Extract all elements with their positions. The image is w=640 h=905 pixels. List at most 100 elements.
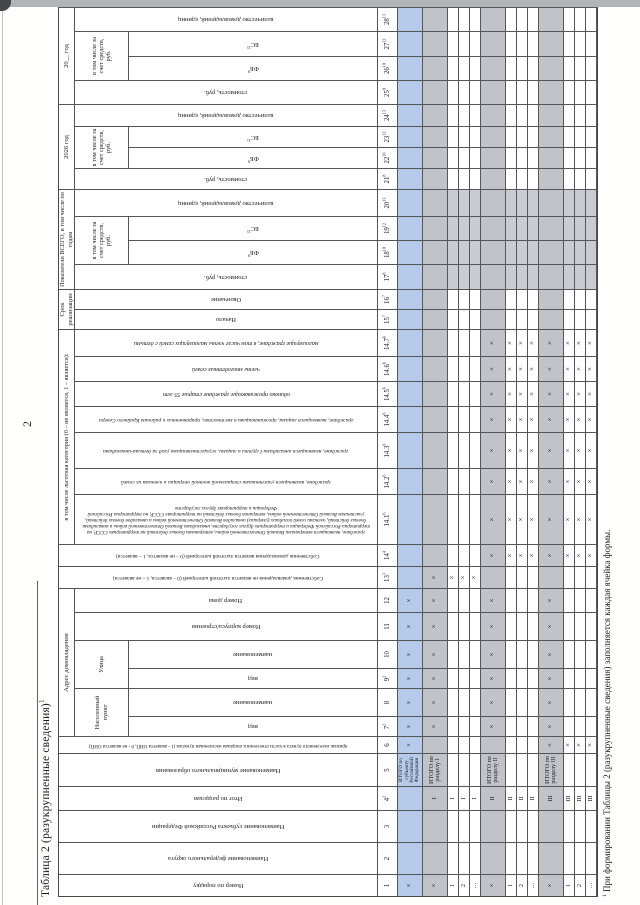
- total-row-cell: ×: [481, 381, 506, 406]
- cell-text: стоимость, руб.: [204, 89, 248, 97]
- table-cell: [528, 168, 539, 189]
- cell-text: ×: [564, 448, 573, 453]
- table-cell: [506, 80, 517, 104]
- table-cell: [528, 147, 539, 168]
- cell-text: ×: [430, 575, 439, 580]
- cell-text: ×: [546, 652, 555, 657]
- total-row-cell: [398, 356, 423, 381]
- footnote-ref: 9: [247, 158, 250, 164]
- cell-text: ×: [405, 624, 414, 629]
- table-cell: [564, 80, 575, 104]
- cell-text: ×: [586, 743, 595, 747]
- cell-text: ×: [506, 367, 515, 371]
- total-row-cell: [539, 264, 564, 289]
- cell-text: ×: [430, 624, 439, 629]
- total-row-cell: [539, 31, 564, 56]
- cell-text: ×: [430, 700, 439, 705]
- total-row-cell: ×: [481, 588, 506, 612]
- table-cell: ×: [506, 468, 517, 494]
- footnote-ref: 11: [247, 137, 251, 143]
- table-cell: [564, 168, 575, 189]
- cell-text: ×: [564, 367, 573, 371]
- total-row-cell: [539, 289, 564, 309]
- table-cell: ×: [528, 356, 539, 381]
- table-cell: ×: [517, 432, 528, 468]
- cell-text: 14.76: [381, 336, 391, 351]
- cell-text: ×: [430, 883, 439, 888]
- column-number-cell: 2: [378, 842, 398, 874]
- table-cell: [528, 104, 539, 126]
- cell-text: ×: [575, 448, 584, 453]
- column-number-cell: 2210: [378, 147, 398, 168]
- header-cell: малоимущие граждане, в том числе члены м…: [75, 329, 378, 356]
- total-row-cell: [539, 80, 564, 104]
- cell-text: ×: [517, 392, 526, 396]
- footnote-ref: 9: [247, 253, 250, 259]
- table-cell: ×: [506, 406, 517, 432]
- table-cell: [506, 147, 517, 168]
- table-cell: [517, 126, 528, 147]
- cell-text: ×: [488, 724, 497, 729]
- table-cell: III: [564, 786, 575, 810]
- cell-text: ×: [528, 553, 537, 558]
- table-cell: [448, 126, 459, 147]
- cell-text: ×: [488, 479, 497, 484]
- total-row-cell: ИТОГО по субъекту Российской Федерации: [398, 753, 423, 786]
- table-cell: [517, 309, 528, 329]
- cell-text: Собственник домовладения является льготн…: [116, 552, 320, 559]
- total-row-cell: ×: [539, 874, 564, 896]
- cell-text: 2813: [381, 14, 391, 25]
- scan-margin-line: [37, 581, 39, 905]
- scan-edge-line: [2, 0, 3, 905]
- table-cell: ×: [506, 356, 517, 381]
- cell-text: ×: [546, 341, 555, 345]
- header-cell: количество домовладений, единиц: [75, 7, 378, 31]
- header-cell: граждане, являющиеся инвалидами I группы…: [75, 432, 378, 468]
- header-cell: Номер дома: [75, 588, 378, 612]
- table-cell: [517, 810, 528, 842]
- total-row-cell: ×: [539, 329, 564, 356]
- cell-text: 14.16: [381, 512, 391, 527]
- cell-text: ×: [506, 553, 515, 558]
- table-cell: ×: [470, 566, 481, 588]
- table-cell: [564, 566, 575, 588]
- table-cell: [528, 264, 539, 289]
- total-row-cell: ×: [481, 874, 506, 896]
- cell-text: 20__ год: [62, 44, 70, 68]
- total-row-cell: ×: [398, 736, 423, 753]
- cell-text: ×: [575, 743, 584, 747]
- table-cell: ×: [564, 468, 575, 494]
- header-cell: количество домовладений, единиц: [75, 189, 378, 216]
- cell-text: ×: [528, 417, 537, 422]
- header-cell: в том числе за счет средств, руб.: [75, 216, 129, 264]
- column-number-cell: 5: [378, 753, 398, 786]
- table-cell: [564, 753, 575, 786]
- table-cell: ×: [586, 381, 597, 406]
- cell-text: 144: [381, 551, 391, 560]
- cell-text: ×: [575, 479, 584, 484]
- table-cell: [470, 640, 481, 668]
- total-row-cell: ×: [423, 716, 448, 736]
- cell-text: ×: [488, 392, 497, 396]
- total-row-cell: [423, 329, 448, 356]
- table-cell: [470, 56, 481, 80]
- table-cell: [517, 688, 528, 716]
- table-cell: [448, 7, 459, 31]
- cell-text: ×: [506, 392, 515, 396]
- header-cell: Собственник домовладения не является льг…: [59, 566, 378, 588]
- footnote-ref: 6: [381, 412, 387, 415]
- total-row-cell: [539, 189, 564, 216]
- total-row-cell: [398, 104, 423, 126]
- cell-text: ×: [546, 624, 555, 629]
- column-number-cell: 1: [378, 874, 398, 896]
- cell-text: ×: [517, 479, 526, 484]
- table-cell: [459, 406, 470, 432]
- cell-text: 6: [383, 743, 391, 747]
- total-row-cell: [539, 240, 564, 264]
- total-row-cell: [481, 189, 506, 216]
- total-row-cell: ×: [398, 640, 423, 668]
- table-cell: [506, 189, 517, 216]
- table-cell: [586, 80, 597, 104]
- cell-text: ×: [546, 743, 555, 747]
- cell-text: БС11: [247, 225, 259, 235]
